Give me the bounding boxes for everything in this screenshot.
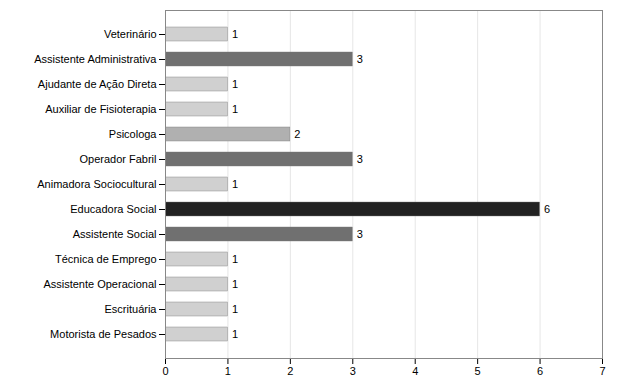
- svg-text:2: 2: [287, 365, 293, 377]
- svg-text:3: 3: [357, 53, 363, 65]
- svg-text:4: 4: [412, 365, 418, 377]
- svg-text:1: 1: [225, 365, 231, 377]
- svg-text:Ajudante de Ação Direta: Ajudante de Ação Direta: [38, 78, 158, 90]
- svg-text:Psicologa: Psicologa: [109, 128, 158, 140]
- svg-text:1: 1: [232, 28, 238, 40]
- svg-text:1: 1: [232, 328, 238, 340]
- svg-text:0: 0: [162, 365, 168, 377]
- svg-text:6: 6: [544, 203, 550, 215]
- svg-text:Auxiliar de Fisioterapia: Auxiliar de Fisioterapia: [45, 103, 157, 115]
- svg-text:Animadora Sociocultural: Animadora Sociocultural: [37, 178, 156, 190]
- svg-text:Escrituária: Escrituária: [105, 303, 158, 315]
- svg-text:3: 3: [357, 228, 363, 240]
- svg-text:Assistente Operacional: Assistente Operacional: [43, 278, 156, 290]
- svg-text:Motorista de Pesados: Motorista de Pesados: [50, 328, 157, 340]
- svg-text:1: 1: [232, 78, 238, 90]
- svg-text:7: 7: [599, 365, 605, 377]
- svg-text:Operador Fabril: Operador Fabril: [79, 153, 156, 165]
- svg-text:Veterinário: Veterinário: [104, 28, 157, 40]
- svg-text:3: 3: [350, 365, 356, 377]
- svg-text:1: 1: [232, 178, 238, 190]
- svg-text:Técnica de Emprego: Técnica de Emprego: [55, 253, 157, 265]
- svg-text:1: 1: [232, 253, 238, 265]
- svg-text:Assistente Administrativa: Assistente Administrativa: [34, 53, 157, 65]
- svg-text:Assistente Social: Assistente Social: [73, 228, 157, 240]
- svg-text:1: 1: [232, 278, 238, 290]
- svg-text:Educadora Social: Educadora Social: [70, 203, 156, 215]
- svg-text:5: 5: [475, 365, 481, 377]
- svg-text:3: 3: [357, 153, 363, 165]
- svg-text:1: 1: [232, 303, 238, 315]
- svg-text:1: 1: [232, 103, 238, 115]
- svg-text:6: 6: [537, 365, 543, 377]
- svg-text:2: 2: [294, 128, 300, 140]
